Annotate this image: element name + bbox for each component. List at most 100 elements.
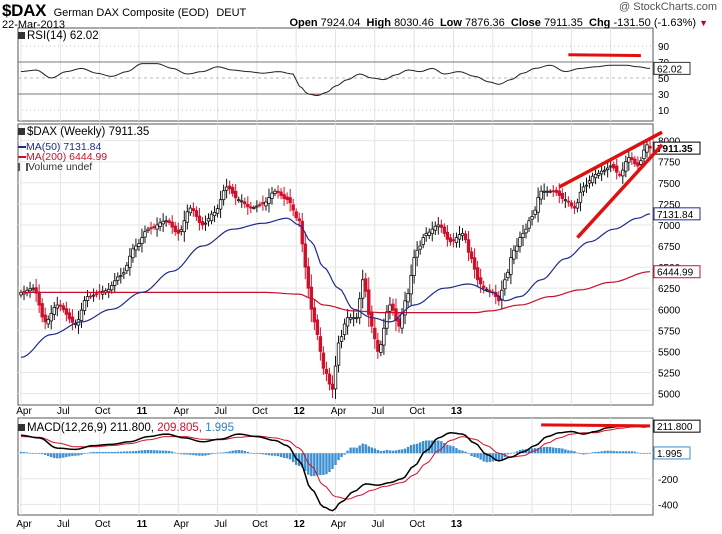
candle-body-up — [164, 220, 168, 223]
x-tick-label: Jul — [214, 406, 227, 417]
candle-body-up — [85, 296, 90, 301]
candle-body-up — [182, 220, 186, 233]
macd-histogram-bar — [361, 443, 364, 454]
x-tick-label: Oct — [409, 519, 425, 530]
candle-body-down — [58, 304, 63, 307]
macd-histogram-bar — [421, 441, 425, 454]
macd-histogram-bar — [116, 451, 119, 454]
candle-body-up — [82, 300, 87, 312]
candle-body-down — [37, 291, 41, 306]
macd-histogram-bar — [446, 444, 449, 454]
legend-line-icon — [18, 156, 26, 159]
candle-body-up — [584, 184, 589, 187]
price-tick-label: 6750 — [658, 242, 681, 253]
close-value: 7911.35 — [543, 17, 583, 29]
macd-histogram-bar — [177, 453, 180, 454]
price-tick-label: 5000 — [658, 390, 681, 401]
candle-body-down — [261, 202, 265, 205]
macd-histogram-bar — [482, 453, 485, 462]
candle-body-up — [240, 200, 244, 203]
macd-histogram-bar — [316, 453, 319, 476]
candle-body-up — [587, 180, 592, 184]
macd-histogram-bar — [391, 450, 395, 454]
candle-body-up — [575, 202, 580, 209]
candle-body-down — [294, 211, 298, 219]
candle-body-down — [94, 293, 99, 296]
candle-body-up — [524, 228, 528, 234]
price-tick-label: 7000 — [658, 221, 681, 232]
candle-body-down — [557, 190, 561, 196]
candle-body-up — [49, 313, 53, 322]
candle-body-down — [246, 203, 250, 208]
ma200-legend: MA(200) 6444.99 — [18, 151, 107, 163]
candle-body-up — [28, 288, 32, 292]
macd-histogram-bar — [418, 442, 422, 454]
candle-body-down — [197, 215, 202, 223]
candle-body-up — [385, 311, 389, 329]
candle-body-down — [176, 229, 180, 234]
macd-histogram-bar — [340, 453, 343, 458]
macd-histogram-bar — [140, 450, 144, 454]
candle-body-down — [243, 201, 247, 205]
macd-histogram-bar — [470, 453, 473, 457]
price-last-label: 7911.35 — [657, 144, 693, 155]
rsi-trendline — [568, 53, 641, 58]
macd-histogram-bar — [473, 453, 476, 458]
candle-body-up — [608, 165, 613, 168]
candle-body-down — [279, 191, 283, 196]
macd-histogram-bar — [479, 453, 482, 460]
candle-body-down — [64, 308, 69, 315]
macd-histogram-bar — [216, 452, 219, 454]
x-tick-label: Apr — [16, 406, 32, 417]
candle-body-up — [146, 228, 150, 232]
candle-body-down — [285, 196, 289, 201]
macd-histogram-bar — [373, 448, 377, 454]
x-tick-label: 11 — [137, 406, 148, 417]
candle-body-down — [615, 165, 619, 173]
x-tick-label: Apr — [173, 406, 189, 417]
chart-header: $DAX German DAX Composite (EOD) DEUT — [2, 1, 246, 21]
volume-legend: Volume undef — [18, 161, 92, 173]
candle-body-down — [200, 221, 205, 226]
macd-histogram-bar — [367, 446, 370, 454]
legend-square-icon — [18, 424, 25, 432]
candle-body-up — [436, 224, 441, 228]
candle-body-up — [116, 276, 120, 281]
macd-histogram-bar — [412, 444, 416, 454]
candle-body-down — [370, 312, 374, 327]
candle-body-up — [215, 208, 220, 214]
x-tick-label: 12 — [294, 406, 306, 417]
candle-body-up — [255, 205, 259, 208]
candle-body-up — [212, 211, 217, 217]
rsi-last-label: 62.02 — [657, 64, 682, 75]
candle-body-down — [297, 218, 301, 222]
candle-body-down — [560, 193, 565, 199]
candle-body-up — [270, 192, 274, 199]
candle-body-down — [167, 220, 171, 223]
macd-histogram-bar — [349, 447, 352, 454]
macd-histogram-bar — [588, 453, 591, 454]
candle-body-up — [409, 275, 413, 295]
macd-histogram-bar — [415, 443, 419, 454]
macd-histogram-bar — [313, 453, 316, 477]
candle-body-down — [572, 206, 577, 209]
macd-histogram-bar — [364, 444, 367, 454]
candle-body-down — [324, 368, 329, 374]
macd-histogram-bar — [346, 450, 349, 454]
macd-histogram-bar — [43, 453, 47, 455]
macd-histogram-bar — [213, 453, 216, 454]
legend-square-icon — [18, 32, 25, 40]
macd-histogram-bar — [355, 447, 358, 454]
macd-histogram-bar — [80, 453, 83, 455]
macd-tick-label: -200 — [658, 475, 678, 486]
macd-histogram-bar — [25, 452, 29, 454]
candle-body-up — [267, 197, 271, 204]
macd-tick-label: -400 — [658, 500, 678, 511]
candle-body-up — [361, 279, 365, 299]
macd-histogram-bar — [555, 447, 558, 454]
macd-histogram-bar — [167, 450, 171, 454]
macd-histogram-bar — [125, 451, 129, 454]
candle-body-up — [512, 249, 516, 260]
macd-histogram-bar — [594, 451, 597, 454]
x-tick-label: 13 — [451, 519, 463, 530]
